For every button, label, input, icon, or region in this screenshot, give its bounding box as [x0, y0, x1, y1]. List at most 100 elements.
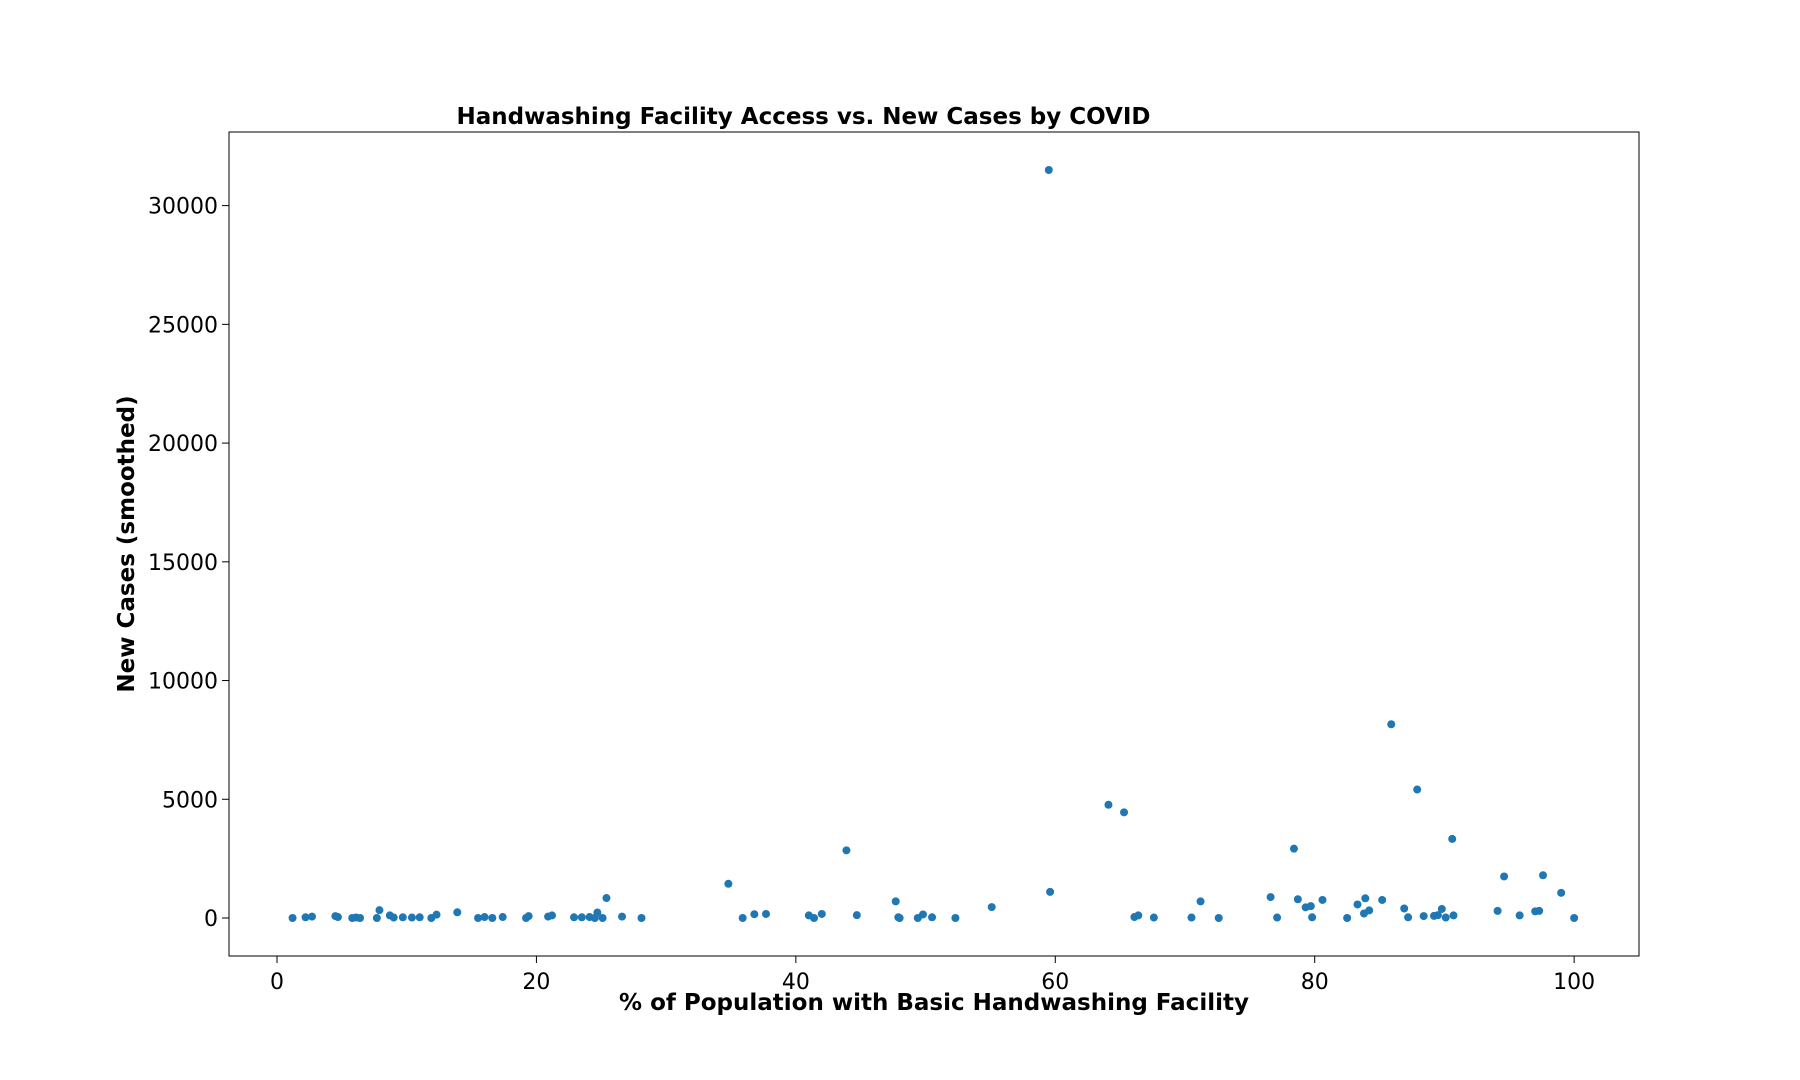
data-point — [602, 894, 611, 903]
data-point — [817, 909, 826, 918]
data-point — [1500, 872, 1509, 881]
y-tick-label: 20000 — [148, 432, 218, 457]
data-point — [308, 912, 317, 921]
data-point — [375, 906, 384, 915]
data-point — [928, 913, 937, 922]
data-point — [1196, 897, 1205, 906]
chart-title: Handwashing Facility Access vs. New Case… — [456, 104, 1150, 130]
data-point — [1293, 895, 1302, 904]
data-point — [1535, 906, 1544, 915]
data-point — [333, 913, 342, 922]
y-tick-label: 25000 — [148, 313, 218, 338]
data-point — [1413, 785, 1422, 794]
data-point — [1448, 834, 1457, 843]
y-tick-label: 0 — [204, 907, 218, 932]
data-point — [1570, 914, 1579, 923]
data-point — [301, 913, 310, 922]
data-point — [1400, 904, 1409, 913]
data-point — [1266, 893, 1275, 902]
data-point — [1539, 871, 1548, 880]
x-axis-label: % of Population with Basic Handwashing F… — [619, 990, 1249, 1016]
y-tick-label: 15000 — [148, 551, 218, 576]
data-point — [951, 914, 960, 923]
x-tick-label: 20 — [522, 970, 550, 995]
data-point — [547, 911, 556, 920]
data-point — [762, 909, 771, 918]
x-axis: 0 20 40 60 80 100 — [270, 956, 1595, 995]
data-point — [918, 910, 927, 919]
plot-area — [228, 131, 1640, 957]
data-point — [1149, 913, 1158, 922]
data-point — [1433, 911, 1442, 920]
data-point — [1441, 913, 1450, 922]
y-axis: 0 5000 10000 15000 20000 25000 30000 — [148, 195, 229, 932]
data-point — [288, 914, 297, 923]
data-point — [1404, 913, 1413, 922]
data-point — [1044, 165, 1053, 174]
data-point — [1273, 913, 1282, 922]
data-point — [432, 910, 441, 919]
data-point — [356, 914, 365, 923]
data-point — [895, 914, 904, 923]
data-point — [842, 846, 851, 855]
y-tick-label: 5000 — [162, 788, 218, 813]
data-point — [389, 913, 398, 922]
data-point — [987, 903, 996, 912]
data-point — [1187, 913, 1196, 922]
data-point — [398, 913, 407, 922]
y-axis-label: New Cases (smoothed) — [114, 395, 140, 692]
x-tick-label: 60 — [1041, 970, 1069, 995]
data-point — [852, 911, 861, 920]
data-point — [1120, 808, 1129, 817]
data-point — [1378, 895, 1387, 904]
x-tick-label: 100 — [1553, 970, 1595, 995]
data-point — [1343, 914, 1352, 923]
data-point — [1046, 887, 1055, 896]
data-point — [593, 908, 602, 917]
data-point — [1557, 888, 1566, 897]
data-point — [480, 913, 489, 922]
data-point — [498, 913, 507, 922]
data-point — [1134, 911, 1143, 920]
data-point — [891, 897, 900, 906]
data-point — [1361, 894, 1370, 903]
data-point — [1515, 911, 1524, 920]
data-point — [1449, 911, 1458, 920]
data-point — [1387, 720, 1396, 729]
data-point — [488, 914, 497, 923]
data-point — [810, 914, 819, 923]
data-point — [474, 914, 483, 923]
data-point — [1493, 906, 1502, 915]
data-point — [738, 914, 747, 923]
data-point — [407, 913, 416, 922]
data-point — [577, 913, 586, 922]
y-tick-label: 10000 — [148, 670, 218, 695]
data-point — [372, 914, 381, 923]
data-points — [288, 165, 1579, 923]
data-point — [1308, 913, 1317, 922]
data-point — [524, 912, 533, 921]
x-tick-label: 0 — [270, 970, 284, 995]
data-point — [415, 913, 424, 922]
data-point — [1306, 902, 1315, 911]
data-point — [598, 914, 607, 923]
data-point — [637, 914, 646, 923]
data-point — [750, 910, 759, 919]
data-point — [1437, 904, 1446, 913]
data-point — [1289, 844, 1298, 853]
data-point — [453, 908, 462, 917]
data-point — [618, 912, 627, 921]
data-point — [724, 879, 733, 888]
x-tick-label: 40 — [782, 970, 810, 995]
data-point — [1318, 895, 1327, 904]
x-tick-label: 80 — [1301, 970, 1329, 995]
data-point — [1214, 914, 1223, 923]
data-point — [1353, 900, 1362, 909]
data-point — [570, 913, 579, 922]
data-point — [1419, 912, 1428, 921]
y-tick-label: 30000 — [148, 195, 218, 220]
data-point — [1104, 800, 1113, 809]
data-point — [1365, 906, 1374, 915]
